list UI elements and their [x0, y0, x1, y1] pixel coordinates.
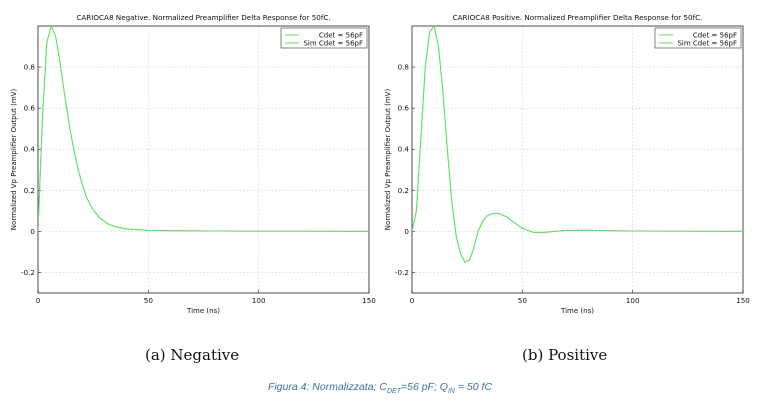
y-tick-label: 0.8 — [24, 63, 36, 72]
caption-sub-det: DET — [386, 388, 401, 396]
legend-box — [654, 27, 742, 49]
plot-frame — [37, 25, 370, 294]
caption-prefix: Figura 4: Normalizzata; C — [267, 381, 387, 393]
legend-label: Cdet = 56pF — [319, 32, 363, 40]
series-line-sim-cdet — [412, 26, 743, 263]
legend-label: Sim Cdet = 56pF — [677, 40, 737, 48]
y-axis-label: Normalized Vp Preamplifier Output (mV) — [10, 89, 18, 231]
y-tick-label: -0.2 — [395, 268, 409, 277]
y-tick-label: 0.4 — [24, 145, 36, 154]
series-line-sim-cdet — [38, 26, 369, 232]
plot-frame — [411, 25, 744, 294]
x-tick-label: 100 — [252, 296, 266, 305]
x-tick-label: 0 — [410, 296, 415, 305]
y-tick-label: 0.6 — [24, 104, 36, 113]
subcaption-positive: (b) Positive — [522, 346, 608, 364]
legend-label: Cdet = 56pF — [693, 32, 737, 40]
caption-sub-in: IN — [447, 388, 455, 396]
series-line-cdet — [412, 26, 743, 263]
figure-caption: Figura 4: Normalizzata; CDET=56 pF; QIN … — [0, 381, 760, 395]
x-axis-label: Time (ns) — [186, 307, 220, 315]
y-tick-label: 0 — [30, 227, 35, 236]
y-tick-label: 0.8 — [398, 63, 410, 72]
y-tick-label: 0.2 — [398, 186, 409, 195]
chart-title: CARIOCA8 Positive. Normalized Preamplifi… — [453, 13, 703, 22]
y-tick-label: 0.2 — [24, 186, 35, 195]
x-tick-label: 150 — [362, 296, 376, 305]
y-tick-label: 0.6 — [398, 104, 410, 113]
x-tick-label: 100 — [626, 296, 640, 305]
y-tick-label: 0.4 — [398, 145, 410, 154]
chart-title: CARIOCA8 Negative. Normalized Preamplifi… — [76, 13, 330, 22]
chart-positive: CARIOCA8 Positive. Normalized Preamplifi… — [384, 13, 750, 315]
caption-mid: =56 pF; Q — [400, 381, 448, 393]
subcaption-negative: (a) Negative — [145, 346, 240, 364]
chart-negative: CARIOCA8 Negative. Normalized Preamplifi… — [10, 13, 376, 315]
x-tick-label: 150 — [736, 296, 750, 305]
y-tick-label: 0 — [404, 227, 409, 236]
y-tick-label: -0.2 — [21, 268, 35, 277]
x-tick-label: 50 — [518, 296, 528, 305]
x-tick-label: 0 — [36, 296, 41, 305]
y-axis-label: Normalized Vp Preamplifier Output (mV) — [384, 89, 392, 231]
legend-label: Sim Cdet = 56pF — [303, 40, 363, 48]
caption-suffix: = 50 fC — [454, 381, 493, 393]
x-axis-label: Time (ns) — [560, 307, 594, 315]
legend-box — [280, 27, 368, 49]
x-tick-label: 50 — [144, 296, 154, 305]
